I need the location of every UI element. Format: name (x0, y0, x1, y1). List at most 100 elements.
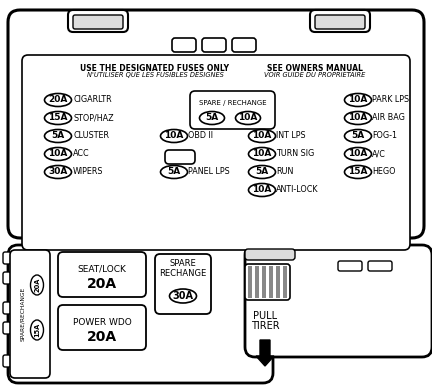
Ellipse shape (235, 111, 260, 124)
FancyArrow shape (256, 340, 274, 366)
Text: 5A: 5A (205, 113, 219, 122)
Text: 20A: 20A (87, 277, 117, 291)
Text: PANEL LPS: PANEL LPS (188, 167, 230, 176)
FancyBboxPatch shape (73, 15, 123, 29)
Text: 10A: 10A (48, 149, 68, 158)
Text: TURN SIG: TURN SIG (276, 149, 314, 158)
Text: CIGARLTR: CIGARLTR (73, 95, 111, 104)
Bar (248, 266, 252, 298)
FancyBboxPatch shape (3, 302, 11, 314)
Bar (283, 266, 287, 298)
Text: 20A: 20A (34, 278, 40, 292)
Text: SPARE / RECHANGE: SPARE / RECHANGE (199, 100, 266, 106)
FancyBboxPatch shape (8, 10, 424, 238)
Text: WIPERS: WIPERS (73, 167, 104, 176)
Text: FOG-1: FOG-1 (372, 131, 397, 140)
Ellipse shape (344, 165, 372, 179)
Text: 10A: 10A (252, 149, 272, 158)
FancyBboxPatch shape (172, 38, 196, 52)
Bar (269, 266, 273, 298)
Text: 30A: 30A (48, 167, 68, 176)
Text: STOP/HAZ: STOP/HAZ (73, 113, 114, 122)
Text: USE THE DESIGNATED FUSES ONLY: USE THE DESIGNATED FUSES ONLY (80, 64, 229, 73)
Text: OBD II: OBD II (188, 131, 213, 140)
FancyBboxPatch shape (245, 245, 432, 357)
Text: 15A: 15A (48, 113, 68, 122)
Text: 5A: 5A (351, 131, 365, 140)
Ellipse shape (248, 147, 276, 160)
Text: INT LPS: INT LPS (276, 131, 305, 140)
Text: AIR BAG: AIR BAG (372, 113, 405, 122)
FancyBboxPatch shape (232, 38, 256, 52)
Text: 15A: 15A (348, 167, 368, 176)
FancyBboxPatch shape (10, 250, 50, 378)
Text: 10A: 10A (252, 185, 272, 194)
Text: 10A: 10A (348, 113, 368, 122)
FancyBboxPatch shape (245, 249, 295, 260)
FancyBboxPatch shape (58, 252, 146, 297)
Text: 10A: 10A (238, 113, 257, 122)
FancyBboxPatch shape (190, 91, 275, 129)
Text: 10A: 10A (164, 131, 184, 140)
Ellipse shape (44, 93, 72, 106)
FancyBboxPatch shape (202, 38, 226, 52)
Text: POWER WDO: POWER WDO (73, 317, 131, 326)
Bar (262, 266, 266, 298)
Text: 10A: 10A (252, 131, 272, 140)
Text: RUN: RUN (276, 167, 293, 176)
Text: HEGO: HEGO (372, 167, 396, 176)
FancyBboxPatch shape (338, 261, 362, 271)
Ellipse shape (248, 129, 276, 142)
Text: PARK LPS: PARK LPS (372, 95, 409, 104)
Ellipse shape (31, 320, 44, 340)
FancyBboxPatch shape (8, 245, 273, 383)
Ellipse shape (248, 183, 276, 197)
FancyBboxPatch shape (3, 272, 11, 284)
Text: 20A: 20A (87, 330, 117, 344)
Bar (255, 266, 259, 298)
Ellipse shape (44, 147, 72, 160)
Text: N'UTILISER QUE LES FUSIBLES DESIGNES: N'UTILISER QUE LES FUSIBLES DESIGNES (86, 72, 223, 78)
FancyBboxPatch shape (22, 55, 410, 250)
FancyBboxPatch shape (155, 254, 211, 314)
Text: SPARE: SPARE (170, 260, 197, 269)
Text: RECHANGE: RECHANGE (159, 269, 206, 278)
Text: 30A: 30A (172, 291, 194, 301)
Ellipse shape (169, 289, 197, 303)
FancyBboxPatch shape (165, 150, 195, 164)
Text: 20A: 20A (48, 95, 68, 104)
Ellipse shape (31, 275, 44, 295)
Text: A/C: A/C (372, 149, 386, 158)
Ellipse shape (248, 165, 276, 179)
Text: 10A: 10A (348, 95, 368, 104)
Text: 5A: 5A (167, 167, 181, 176)
FancyBboxPatch shape (245, 264, 290, 300)
Text: SPARE/RECHANGE: SPARE/RECHANGE (20, 287, 25, 341)
Text: VOIR GUIDE DU PROPRIETAIRE: VOIR GUIDE DU PROPRIETAIRE (264, 72, 365, 78)
Ellipse shape (344, 111, 372, 124)
FancyBboxPatch shape (3, 322, 11, 334)
Text: 15A: 15A (34, 323, 40, 337)
FancyBboxPatch shape (58, 305, 146, 350)
Ellipse shape (44, 111, 72, 124)
Ellipse shape (344, 129, 372, 142)
Text: SEE OWNERS MANUAL: SEE OWNERS MANUAL (267, 64, 363, 73)
Text: PULL: PULL (253, 311, 277, 321)
Text: TIRER: TIRER (251, 321, 280, 331)
FancyBboxPatch shape (368, 261, 392, 271)
Ellipse shape (344, 93, 372, 106)
Ellipse shape (161, 165, 187, 179)
Ellipse shape (200, 111, 225, 124)
Ellipse shape (161, 129, 187, 142)
FancyBboxPatch shape (310, 10, 370, 32)
Text: 5A: 5A (255, 167, 269, 176)
Ellipse shape (44, 165, 72, 179)
Text: SEAT/LOCK: SEAT/LOCK (78, 265, 127, 274)
FancyBboxPatch shape (68, 10, 128, 32)
Text: 5A: 5A (51, 131, 65, 140)
Bar (276, 266, 280, 298)
Text: 10A: 10A (348, 149, 368, 158)
FancyBboxPatch shape (315, 15, 365, 29)
Ellipse shape (44, 129, 72, 142)
Ellipse shape (344, 147, 372, 160)
